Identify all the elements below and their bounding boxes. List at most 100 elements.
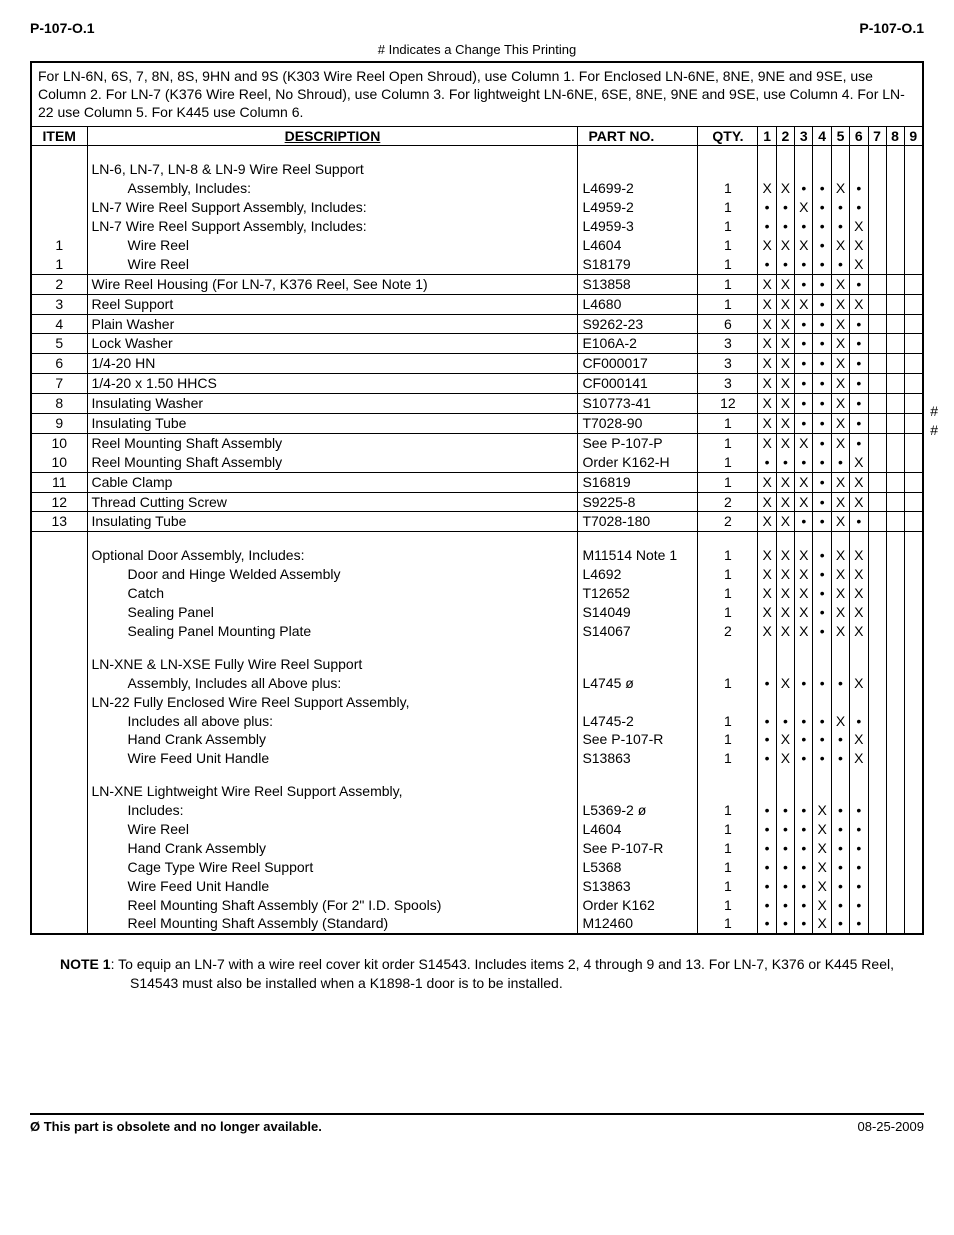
applicability-mark (850, 146, 868, 179)
cell-desc: Assembly, Includes: (87, 179, 578, 198)
cell-desc: Lock Washer (87, 334, 578, 354)
applicability-mark (886, 472, 904, 492)
cell-part: L4604 (578, 820, 698, 839)
applicability-mark: X (776, 236, 794, 255)
applicability-mark: X (758, 565, 776, 584)
applicability-mark: • (850, 914, 868, 933)
applicability-mark (886, 584, 904, 603)
cell-qty: 12 (698, 394, 758, 414)
applicability-mark: X (758, 603, 776, 622)
table-row: Reel Mounting Shaft Assembly (For 2" I.D… (32, 896, 922, 915)
applicability-mark (904, 414, 922, 434)
applicability-mark: • (795, 274, 813, 294)
cell-item: 1 (32, 255, 87, 274)
applicability-mark (868, 565, 886, 584)
cell-part: M12460 (578, 914, 698, 933)
applicability-mark: X (776, 274, 794, 294)
applicability-mark: X (831, 492, 849, 512)
applicability-mark (886, 217, 904, 236)
applicability-mark: X (831, 584, 849, 603)
applicability-mark (868, 603, 886, 622)
applicability-mark: • (850, 820, 868, 839)
cell-desc: Cable Clamp (87, 472, 578, 492)
obsolete-footnote: Ø This part is obsolete and no longer av… (30, 1119, 322, 1134)
applicability-mark (868, 730, 886, 749)
applicability-mark (904, 820, 922, 839)
applicability-mark (904, 374, 922, 394)
cell-desc: Door and Hinge Welded Assembly (87, 565, 578, 584)
applicability-mark (850, 768, 868, 801)
applicability-mark (904, 354, 922, 374)
applicability-mark (904, 674, 922, 693)
applicability-mark (758, 768, 776, 801)
cell-qty: 1 (698, 472, 758, 492)
applicability-mark: X (795, 565, 813, 584)
cell-item (32, 622, 87, 641)
applicability-mark: X (758, 179, 776, 198)
cell-part: Order K162-H (578, 453, 698, 472)
applicability-mark (795, 693, 813, 712)
applicability-mark (904, 179, 922, 198)
cell-qty: 6 (698, 314, 758, 334)
applicability-mark: X (831, 274, 849, 294)
table-row: 1Wire ReelS181791•••••X (32, 255, 922, 274)
cell-desc: LN-22 Fully Enclosed Wire Reel Support A… (87, 693, 578, 712)
table-row: 2Wire Reel Housing (For LN-7, K376 Reel,… (32, 274, 922, 294)
parts-table: ITEM DESCRIPTION PART NO. QTY. 1 2 3 4 5… (32, 127, 922, 934)
applicability-mark: • (795, 334, 813, 354)
applicability-mark (886, 641, 904, 674)
cell-qty: 2 (698, 512, 758, 532)
applicability-mark: X (776, 565, 794, 584)
cell-desc: Plain Washer (87, 314, 578, 334)
cell-qty: 1 (698, 712, 758, 731)
applicability-mark: • (813, 622, 831, 641)
applicability-mark: X (831, 334, 849, 354)
applicability-mark: X (795, 236, 813, 255)
applicability-mark: • (795, 512, 813, 532)
applicability-mark (868, 674, 886, 693)
table-row: 10Reel Mounting Shaft AssemblySee P-107-… (32, 433, 922, 452)
applicability-mark: X (776, 394, 794, 414)
table-row: LN-7 Wire Reel Support Assembly, Include… (32, 198, 922, 217)
applicability-mark (904, 730, 922, 749)
applicability-mark (795, 146, 813, 179)
applicability-mark (904, 584, 922, 603)
cell-part: T12652 (578, 584, 698, 603)
applicability-mark: • (776, 820, 794, 839)
cell-part: S16819 (578, 472, 698, 492)
table-row: LN-6, LN-7, LN-8 & LN-9 Wire Reel Suppor… (32, 146, 922, 179)
applicability-mark: X (831, 374, 849, 394)
applicability-mark (904, 712, 922, 731)
applicability-mark: • (831, 820, 849, 839)
applicability-mark: • (850, 354, 868, 374)
cell-qty: 1 (698, 749, 758, 768)
applicability-mark: • (813, 179, 831, 198)
cell-part: CF000141 (578, 374, 698, 394)
applicability-mark: • (831, 914, 849, 933)
applicability-mark (776, 693, 794, 712)
cell-item: 5 (32, 334, 87, 354)
cell-desc: Cage Type Wire Reel Support (87, 858, 578, 877)
applicability-mark: • (758, 858, 776, 877)
applicability-mark (868, 198, 886, 217)
applicability-mark (868, 314, 886, 334)
cell-qty: 1 (698, 801, 758, 820)
cell-part: S13863 (578, 749, 698, 768)
applicability-mark (886, 693, 904, 712)
applicability-mark (904, 394, 922, 414)
cell-qty: 1 (698, 414, 758, 434)
applicability-mark: X (831, 394, 849, 414)
cell-qty: 1 (698, 839, 758, 858)
cell-part: E106A-2 (578, 334, 698, 354)
col-item: ITEM (32, 127, 87, 146)
cell-part: L4680 (578, 294, 698, 314)
applicability-mark (868, 472, 886, 492)
applicability-mark (868, 820, 886, 839)
applicability-mark (886, 674, 904, 693)
applicability-mark: X (831, 236, 849, 255)
cell-desc: Reel Mounting Shaft Assembly (87, 433, 578, 452)
applicability-mark: X (850, 730, 868, 749)
cell-part: CF000017 (578, 354, 698, 374)
table-header-row: ITEM DESCRIPTION PART NO. QTY. 1 2 3 4 5… (32, 127, 922, 146)
cell-qty: 2 (698, 622, 758, 641)
